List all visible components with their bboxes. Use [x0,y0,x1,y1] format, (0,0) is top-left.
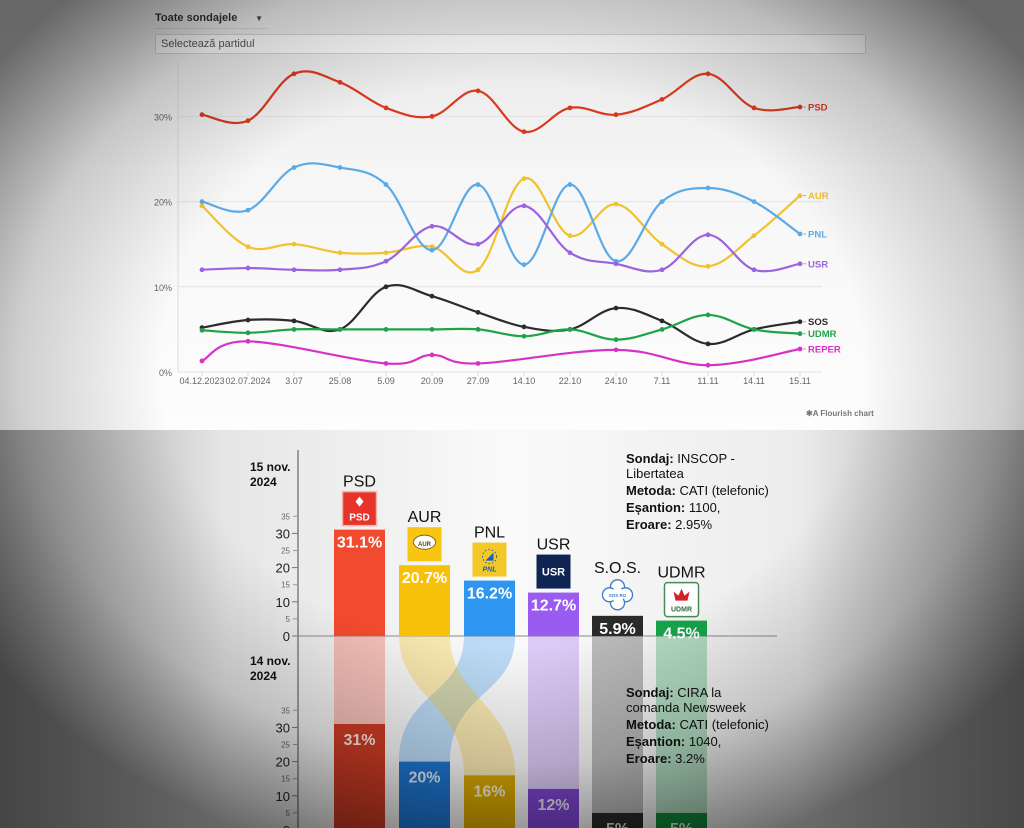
major-tick-label: 0 [283,629,290,644]
poll-filter-dropdown[interactable]: Toate sondajele ▼ [155,8,267,29]
bar-label-15-nov: 5.9% [599,621,635,638]
info-esantion: Eșantion: 1040, [626,734,722,749]
y-axis-ticks-15-nov: 0 10 20 30 5 15 25 35 [276,512,298,644]
aur-logo-icon: AUR [407,527,442,562]
party-name-label: PSD [343,474,376,491]
date-label-14-nov: 14 nov. 2024 [250,654,290,684]
psd-rose-logo-icon: PSD [341,490,378,527]
party-name-label: AUR [408,509,442,526]
major-tick-label: 20 [276,755,290,770]
poll-info-15-nov: Sondaj: INSCOP - Libertatea Metoda: CATI… [626,451,776,534]
major-tick-label: 0 [283,823,290,828]
party-select-input[interactable]: Selectează partidul [155,34,866,54]
minor-tick-label: 35 [281,706,290,715]
sos-flower-logo-icon: SOS RO [601,579,634,611]
party-name-label: UDMR [658,565,706,582]
bar-label-14-nov: 16% [473,783,505,800]
minor-tick-label: 15 [281,581,290,590]
info-sondaj: Sondaj: INSCOP - Libertatea [626,451,735,481]
major-tick-label: 30 [276,526,290,541]
transition-ribbon-psd [334,636,385,724]
date-label-15-nov: 15 nov. 2024 [250,460,290,490]
flourish-asterisk-icon: ✱ [806,409,813,418]
minor-tick-label: 25 [281,741,290,750]
bar-label-14-nov: 5% [606,821,629,828]
info-sondaj: Sondaj: CIRA la comanda Newsweek [626,685,746,715]
transition-ribbon-usr [528,636,579,789]
info-metoda: Metoda: CATI (telefonic) [626,717,769,732]
flourish-credit-link[interactable]: ✱A Flourish chart [806,409,874,418]
logo-text: AUR [418,542,432,548]
bar-label-14-nov: 20% [408,770,440,787]
major-tick-label: 10 [276,789,290,804]
date-label-line2: 2024 [250,669,277,683]
party-select-placeholder: Selectează partidul [161,38,255,50]
poll-info-14-nov: Sondaj: CIRA la comanda Newsweek Metoda:… [626,685,776,768]
usr-logo-icon: USR [536,554,571,589]
flourish-credit-text: A Flourish chart [812,409,874,418]
bar-label-15-nov: 16.2% [467,586,512,603]
major-tick-label: 30 [276,720,290,735]
logo-text: USR [542,567,565,579]
party-name-label: PNL [474,525,505,542]
logo-text: PSD [349,513,370,524]
party-name-label: USR [537,537,571,554]
sos-logo-text: SOS RO [609,593,627,598]
bar-label-15-nov: 31.1% [337,535,382,552]
minor-tick-label: 35 [281,512,290,521]
logo-text: UDMR [671,607,692,614]
bar-label-14-nov: 5% [670,821,693,828]
pnl-arrow-logo-icon: PNL [472,542,507,577]
bar-label-15-nov: 20.7% [402,570,447,587]
udmr-tulip-logo-icon: UDMR [663,581,700,618]
date-label-line2: 2024 [250,475,277,489]
y-axis-ticks-14-nov: 0 10 20 30 5 15 25 35 [276,706,298,828]
info-eroare: Eroare: 3.2% [626,751,705,766]
info-metoda: Metoda: CATI (telefonic) [626,483,769,498]
major-tick-label: 10 [276,595,290,610]
minor-tick-label: 5 [286,615,291,624]
party-name-label: S.O.S. [594,560,641,577]
minor-tick-label: 15 [281,775,290,784]
major-tick-label: 20 [276,561,290,576]
date-label-line1: 14 nov. [250,654,291,668]
info-eroare: Eroare: 2.95% [626,517,713,532]
bar-label-15-nov: 4.5% [663,626,699,643]
minor-tick-label: 5 [286,809,291,818]
date-label-line1: 15 nov. [250,460,291,474]
logo-text: PNL [483,567,497,574]
info-esantion: Eșantion: 1100, [626,500,721,515]
poll-filter-value: Toate sondajele [155,12,238,24]
bar-label-14-nov: 12% [537,797,569,814]
minor-tick-label: 25 [281,547,290,556]
bar-label-14-nov: 31% [343,732,375,749]
bar-label-15-nov: 12.7% [531,598,576,615]
caret-down-icon: ▼ [255,13,263,23]
